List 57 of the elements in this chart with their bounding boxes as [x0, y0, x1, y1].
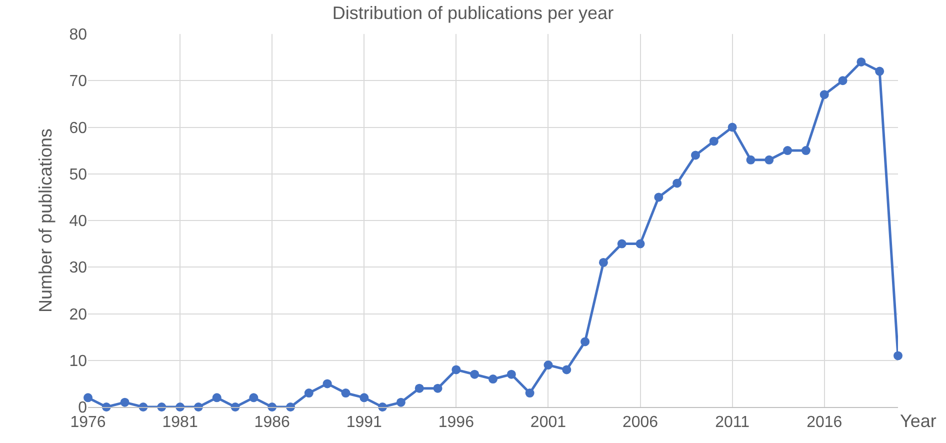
point — [598, 258, 608, 267]
point — [894, 351, 902, 360]
y-tick-label: 10 — [69, 352, 88, 370]
x-tick-label: 1981 — [162, 414, 198, 432]
point — [764, 155, 774, 164]
y-tick-label: 30 — [69, 260, 88, 277]
point — [838, 76, 848, 86]
point — [820, 90, 829, 100]
x-tick-label: 2016 — [806, 414, 842, 432]
y-tick-label: 50 — [69, 166, 88, 184]
y-tick-label: 40 — [69, 213, 88, 230]
y-tick-label: 0 — [78, 400, 88, 417]
point — [341, 388, 350, 398]
x-tick-label: 2011 — [715, 414, 750, 432]
y-tick-label: 80 — [69, 26, 88, 44]
point — [562, 365, 572, 374]
point — [396, 398, 406, 407]
x-tick-label: 2006 — [622, 414, 658, 432]
point — [249, 393, 258, 402]
point — [470, 370, 480, 379]
point — [212, 393, 222, 402]
point — [433, 384, 442, 393]
point — [672, 178, 682, 188]
y-axis-title: Number of publications — [35, 128, 56, 313]
point — [120, 398, 130, 407]
x-tick-label: 1991 — [346, 414, 382, 432]
point — [617, 239, 626, 248]
y-tick-label: 70 — [69, 73, 88, 90]
x-tick-label: 2001 — [530, 414, 566, 432]
point — [654, 192, 664, 202]
point — [728, 122, 737, 132]
point — [783, 146, 792, 156]
point — [488, 374, 498, 384]
point — [801, 146, 810, 156]
point — [746, 155, 756, 164]
y-tick-label: 60 — [69, 120, 88, 137]
point — [322, 379, 332, 388]
point — [525, 388, 534, 398]
point — [84, 393, 92, 402]
point — [691, 150, 700, 160]
chart-title: Distribution of publications per year — [332, 3, 614, 24]
x-tick-label: 1996 — [438, 414, 474, 432]
point — [304, 388, 314, 398]
point — [360, 393, 369, 402]
point — [544, 360, 553, 370]
point — [856, 57, 866, 66]
x-tick-label: 1986 — [254, 414, 290, 432]
point — [414, 384, 424, 393]
point — [580, 337, 590, 346]
point — [875, 66, 884, 76]
x-tick-label: 1976 — [70, 414, 106, 432]
point — [709, 136, 718, 146]
point — [636, 239, 645, 248]
point — [506, 370, 516, 379]
x-axis-title: Year — [900, 411, 936, 431]
point — [452, 365, 461, 374]
y-tick-label: 20 — [69, 306, 88, 324]
